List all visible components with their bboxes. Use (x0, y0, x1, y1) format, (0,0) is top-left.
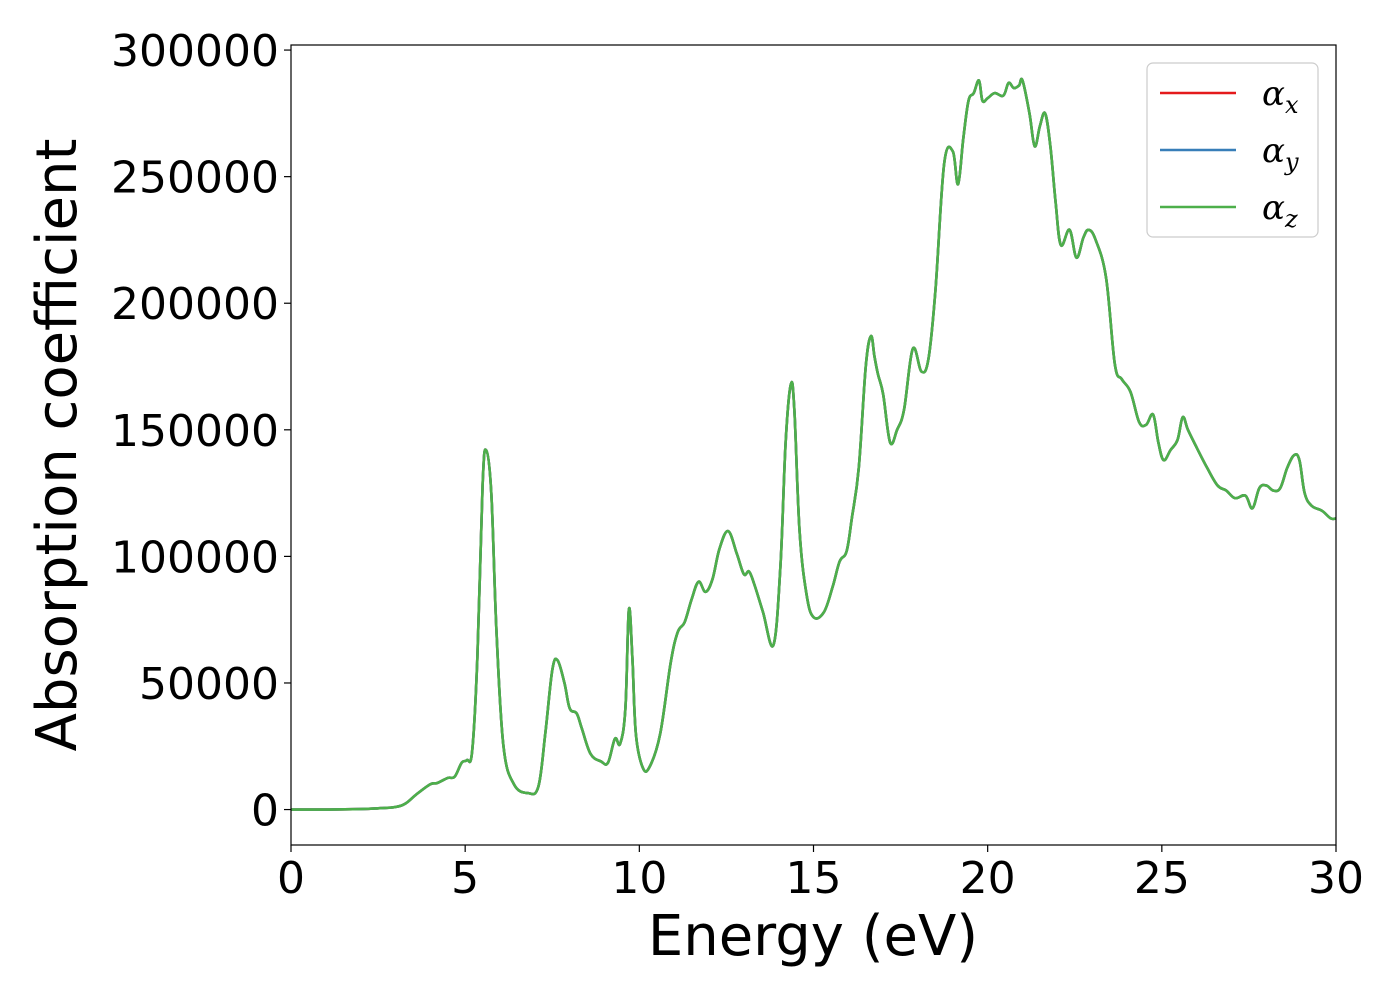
legend-symbol: α (1262, 188, 1285, 228)
x-tick-label: 0 (277, 853, 305, 904)
x-tick-label: 5 (451, 853, 479, 904)
legend-subscript: y (1284, 148, 1299, 176)
y-tick-label: 0 (251, 786, 279, 837)
x-axis-label: Energy (eV) (648, 904, 978, 969)
y-tick-label: 100000 (111, 532, 279, 583)
x-tick-label: 10 (611, 853, 667, 904)
y-tick-label: 300000 (111, 26, 279, 77)
x-axis: 0 5 10 15 20 25 30 (277, 845, 1364, 904)
series-line-z (291, 77, 1336, 811)
legend-subscript: x (1285, 91, 1299, 119)
x-tick-label: 20 (960, 853, 1016, 904)
legend-label-y: αy (1262, 131, 1299, 176)
x-tick-label: 25 (1134, 853, 1190, 904)
legend-subscript: z (1284, 205, 1298, 233)
y-tick-label: 150000 (111, 406, 279, 457)
y-tick-label: 50000 (139, 659, 279, 710)
legend-symbol: α (1262, 74, 1285, 114)
x-tick-label: 15 (786, 853, 842, 904)
y-axis: 0 50000 100000 150000 200000 250000 300000 (111, 26, 291, 837)
y-axis-label: Absorption coefficient (25, 139, 90, 752)
legend-label-x: αx (1262, 74, 1299, 119)
y-tick-label: 250000 (111, 153, 279, 204)
series-layer (291, 77, 1336, 811)
x-tick-label: 30 (1308, 853, 1364, 904)
y-tick-label: 200000 (111, 279, 279, 330)
legend-symbol: α (1262, 131, 1285, 171)
legend-label-z: αz (1262, 188, 1298, 233)
